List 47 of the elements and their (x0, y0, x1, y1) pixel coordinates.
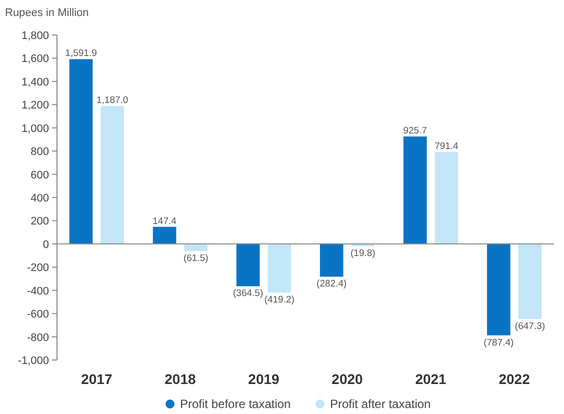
bar (434, 152, 458, 244)
data-label: 791.4 (434, 141, 458, 152)
data-label: (364.5) (233, 288, 264, 300)
legend-label: Profit before taxation (180, 397, 291, 411)
legend-label: Profit after taxation (330, 397, 431, 411)
data-label: (647.3) (514, 321, 546, 332)
bar (236, 244, 260, 286)
bar (320, 244, 344, 277)
data-label: 1,591.9 (65, 48, 97, 60)
y-tick-label: -600 (26, 308, 49, 321)
y-tick-label: 200 (30, 216, 49, 228)
y-tick-label: 800 (30, 146, 49, 158)
x-tick-label: 2021 (415, 371, 447, 387)
bar (518, 244, 542, 320)
y-tick-label: 1,800 (21, 30, 49, 42)
y-tick-label: 400 (30, 192, 49, 204)
y-tick-label: 1,600 (21, 53, 49, 66)
data-label: (282.4) (316, 278, 347, 290)
bar (403, 136, 427, 244)
y-tick-label: -1,000 (18, 355, 49, 367)
y-tick-label: -200 (26, 262, 49, 274)
x-tick-label: 2018 (164, 371, 196, 387)
data-label: 1,187.0 (96, 95, 128, 106)
x-tick-label: 2022 (498, 371, 530, 387)
y-tick-label: 1,000 (21, 122, 49, 135)
x-tick-label: 2019 (248, 371, 280, 387)
bar (268, 244, 292, 293)
y-tick-label: 600 (30, 169, 49, 182)
y-tick-label: 0 (42, 238, 49, 251)
y-tick-label: -400 (26, 285, 49, 298)
y-tick-label: -800 (26, 332, 49, 344)
data-label: 925.7 (403, 125, 428, 136)
y-axis-title: Rupees in Million (5, 7, 89, 19)
x-tick-label: 2017 (81, 371, 112, 387)
bar (152, 226, 176, 244)
bar (100, 106, 124, 244)
bar (69, 59, 93, 244)
bar (487, 244, 510, 336)
y-tick-label: 1,400 (21, 76, 49, 88)
data-label: 147.4 (152, 216, 176, 227)
data-label: (19.8) (350, 248, 376, 260)
data-label: (419.2) (264, 294, 294, 306)
x-tick-label: 2020 (332, 371, 364, 387)
y-tick-label: 1,200 (21, 100, 49, 112)
data-label: (61.5) (183, 253, 208, 264)
bar (184, 244, 208, 252)
data-label: (787.4) (484, 337, 514, 348)
